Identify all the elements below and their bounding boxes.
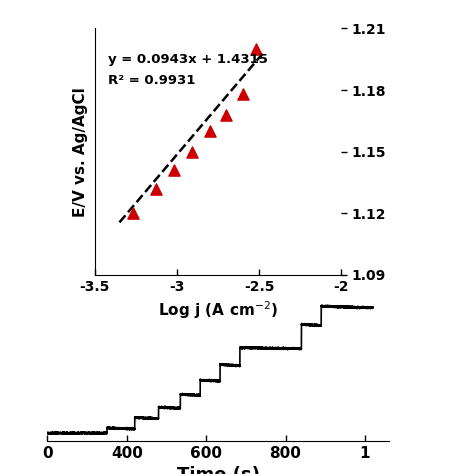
Point	[239, 91, 246, 98]
Point	[252, 45, 260, 53]
Text: R² = 0.9931: R² = 0.9931	[108, 73, 195, 87]
X-axis label: Log j (A cm$^{-2}$): Log j (A cm$^{-2}$)	[158, 300, 278, 321]
Text: y = 0.0943x + 1.4315: y = 0.0943x + 1.4315	[108, 53, 268, 66]
Point	[222, 111, 230, 118]
Point	[206, 128, 214, 135]
Point	[129, 210, 137, 217]
X-axis label: Time (s): Time (s)	[177, 466, 259, 474]
Point	[188, 148, 196, 155]
Point	[152, 185, 159, 192]
Point	[170, 166, 177, 174]
Y-axis label: E/V vs. Ag/AgCl: E/V vs. Ag/AgCl	[73, 87, 88, 217]
